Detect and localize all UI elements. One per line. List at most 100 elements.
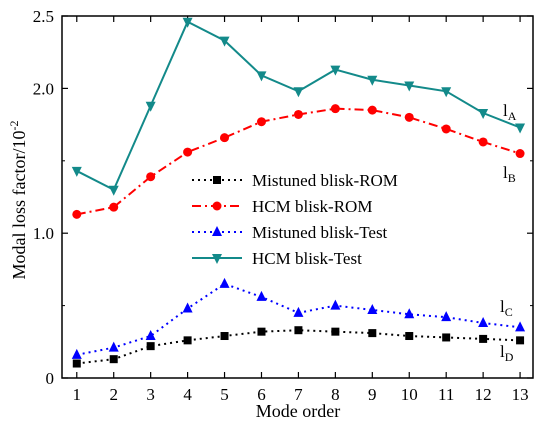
data-point [367,303,378,314]
data-point [72,359,81,368]
data-point [108,341,119,352]
y-axis-label-superscript: -2 [7,121,21,131]
data-point [367,105,377,115]
data-point [330,65,341,76]
y-axis: 0 1.0 2.0 2.5 [33,7,533,388]
data-point [478,137,488,147]
data-point [330,299,341,310]
x-tick-label: 10 [401,385,418,404]
data-point [109,355,118,364]
data-point [220,133,230,143]
end-label: lB [503,163,516,185]
y-axis-label-text: Modal loss factor/10 [9,131,29,280]
data-point [515,123,526,134]
legend-item: Mistuned blisk-Test [192,223,388,242]
data-point [145,101,156,112]
x-tick-label: 4 [183,385,192,404]
end-label: lD [500,342,514,364]
series-1 [72,104,525,219]
x-tick-label: 7 [294,385,303,404]
data-point [293,306,304,317]
x-tick-label: 11 [438,385,454,404]
legend-marker [212,254,222,264]
data-point [331,327,340,336]
data-point [442,333,451,342]
x-tick-label: 6 [257,385,266,404]
x-tick-label: 2 [109,385,118,404]
legend-item: HCM blisk-Test [192,249,362,268]
data-point [515,149,525,159]
data-point [404,308,415,319]
x-tick-label: 3 [146,385,155,404]
y-tick-label: 1.0 [33,224,54,243]
data-point [478,316,489,327]
x-axis-label: Mode order [256,401,340,421]
data-point [479,334,488,343]
x-tick-label: 9 [368,385,377,404]
data-point [183,147,193,157]
legend-item: HCM blisk-ROM [192,197,372,216]
plot-frame [61,15,534,379]
data-point [72,209,82,219]
data-point [219,36,230,47]
data-point [145,330,156,341]
legend-label: Mistuned blisk-Test [252,223,388,242]
data-point [71,348,82,359]
data-point [441,87,452,98]
data-point [368,329,377,338]
series-2 [71,277,526,359]
data-point [256,117,266,127]
x-tick-label: 8 [331,385,340,404]
data-point [220,332,229,341]
data-point [257,327,266,336]
legend-label: HCM blisk-ROM [252,197,372,216]
data-point [146,342,155,351]
legend-marker [212,226,222,236]
data-point [182,17,193,28]
legend-label: Mistuned blisk-ROM [252,171,398,190]
data-point [183,336,192,345]
data-point [330,104,340,114]
end-label: lC [500,297,513,319]
data-point [256,290,267,301]
legend-marker [213,176,221,184]
series-line [76,282,521,356]
y-tick-label: 0 [46,369,55,388]
data-point [441,124,451,134]
data-point [109,202,119,212]
x-tick-label: 1 [73,385,82,404]
data-point [367,75,378,86]
series-line [76,329,521,365]
data-point [293,87,304,98]
data-point [515,321,526,332]
series-layer [71,17,526,368]
svg-text:Modal loss factor/10-2: Modal loss factor/10-2 [7,121,29,280]
data-point [146,172,156,182]
data-point [108,185,119,196]
end-labels: lD lB lC lA [500,101,517,364]
x-tick-label: 12 [475,385,492,404]
legend: Mistuned blisk-ROM HCM blisk-ROM Mistuned … [192,171,398,268]
y-tick-label: 2.5 [33,7,54,26]
plot-border [61,15,534,379]
y-axis-label: Modal loss factor/10-2 [7,121,29,280]
data-point [441,311,452,322]
data-point [405,332,414,341]
data-point [404,112,414,122]
x-tick-label: 5 [220,385,229,404]
legend-marker [212,201,222,211]
legend-item: Mistuned blisk-ROM [192,171,398,190]
data-point [294,326,303,335]
data-point [71,166,82,177]
data-point [182,302,193,313]
data-point [404,81,415,92]
data-point [478,109,489,120]
series-0 [72,326,525,368]
x-axis: 1 2 3 4 5 6 7 8 9 10 11 12 13 [73,16,529,404]
end-label: lA [503,101,517,123]
data-point [516,336,525,345]
data-point [293,109,303,119]
y-tick-label: 2.0 [33,79,54,98]
series-3 [71,17,526,196]
